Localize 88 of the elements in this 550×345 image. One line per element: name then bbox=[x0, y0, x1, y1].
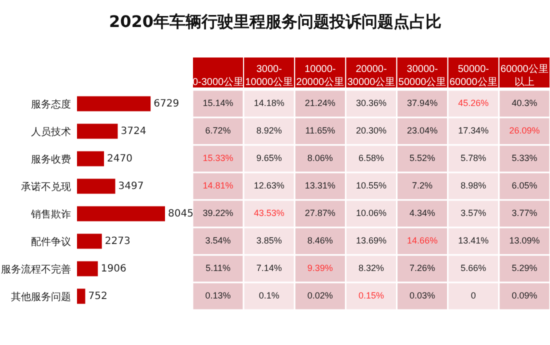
data-label: 0.1% bbox=[258, 290, 280, 300]
y-tick-label: 其他服务问题 bbox=[11, 290, 71, 303]
data-label: 0.13% bbox=[205, 290, 231, 300]
data-label: 3.54% bbox=[205, 236, 231, 246]
data-label: 6729 bbox=[154, 98, 180, 110]
data-label: 6.72% bbox=[205, 126, 231, 136]
data-label: 0.09% bbox=[512, 290, 538, 300]
data-label: 26.09% bbox=[509, 126, 540, 136]
y-tick-label: 销售欺诈 bbox=[30, 208, 71, 220]
data-label: 15.33% bbox=[202, 153, 234, 163]
data-label: 5.11% bbox=[206, 263, 230, 273]
data-label: 8.98% bbox=[460, 180, 486, 190]
data-label: 5.29% bbox=[512, 263, 538, 273]
y-tick-label: 服务收费 bbox=[31, 153, 71, 166]
data-label: 39.22% bbox=[202, 208, 234, 218]
data-label: 10.55% bbox=[356, 180, 387, 190]
data-label: 6.58% bbox=[358, 153, 384, 163]
data-label: 2470 bbox=[107, 153, 132, 164]
data-label: 3.77% bbox=[512, 208, 538, 218]
data-label: 4.34% bbox=[410, 208, 436, 218]
bar bbox=[77, 288, 86, 304]
text: 2020年车辆行驶里程服务问题投诉问题点占比 bbox=[109, 12, 442, 31]
data-label: 8.46% bbox=[307, 236, 333, 246]
y-tick-label: 承诺不兑现 bbox=[21, 180, 71, 193]
data-label: 37.94% bbox=[407, 98, 438, 108]
data-label: 5.52% bbox=[410, 153, 436, 163]
data-label: 14.81% bbox=[202, 180, 234, 190]
data-label: 5.78% bbox=[460, 153, 486, 163]
data-label: 13.09% bbox=[509, 236, 540, 246]
data-label: 43.53% bbox=[254, 208, 284, 218]
data-label: 7.26% bbox=[410, 263, 436, 273]
data-label: 17.34% bbox=[458, 126, 489, 136]
data-label: 3724 bbox=[120, 126, 146, 137]
data-label: 7.2% bbox=[412, 180, 433, 190]
data-label: 13.69% bbox=[356, 236, 387, 246]
x-tick-label: 3000-10000公里 bbox=[245, 64, 294, 88]
data-label: 21.24% bbox=[304, 98, 336, 108]
x-tick-label: 50000-60000公里 bbox=[449, 64, 498, 88]
y-tick-label: 服务态度 bbox=[31, 98, 71, 110]
data-label: 3.85% bbox=[256, 236, 282, 246]
y-tick-label: 人员技术 bbox=[31, 126, 71, 138]
data-label: 2273 bbox=[104, 236, 130, 247]
data-label: 1906 bbox=[100, 263, 126, 274]
data-label: 14.18% bbox=[254, 98, 284, 108]
data-label: 30.36% bbox=[356, 98, 387, 108]
x-tick-label: 20000-30000公里 bbox=[347, 64, 396, 88]
data-label: 0.02% bbox=[307, 290, 333, 300]
data-label: 3.57% bbox=[460, 208, 486, 218]
data-label: 8.06% bbox=[307, 153, 333, 163]
data-label: 20.30% bbox=[356, 126, 387, 136]
data-label: 8.32% bbox=[358, 263, 384, 273]
data-label: 40.3% bbox=[512, 98, 538, 108]
data-label: 6.05% bbox=[512, 180, 538, 190]
y-tick-label: 服务流程不完善 bbox=[1, 263, 71, 276]
x-tick-label: 60000公里以上 bbox=[500, 63, 548, 88]
bar bbox=[77, 178, 116, 194]
data-label: 8045 bbox=[168, 208, 194, 220]
data-label: 752 bbox=[88, 290, 108, 302]
data-label: 13.41% bbox=[458, 236, 489, 246]
data-label: 45.26% bbox=[458, 98, 489, 108]
data-label: 5.66% bbox=[460, 263, 486, 273]
data-label: 3497 bbox=[118, 180, 144, 192]
data-label: 14.66% bbox=[407, 236, 438, 246]
bar bbox=[77, 96, 151, 112]
x-tick-label: 30000-50000公里 bbox=[398, 64, 446, 88]
data-label: 12.63% bbox=[254, 180, 284, 190]
data-label: 9.65% bbox=[256, 153, 282, 163]
y-tick-label: 配件争议 bbox=[31, 236, 71, 248]
data-label: 13.31% bbox=[304, 180, 336, 190]
data-label: 0.15% bbox=[358, 290, 384, 300]
data-label: 5.33% bbox=[512, 153, 538, 163]
bar bbox=[77, 151, 104, 166]
data-label: 15.14% bbox=[202, 98, 234, 108]
data-label: 0 bbox=[470, 290, 476, 300]
bar bbox=[77, 124, 118, 139]
data-label: 9.39% bbox=[307, 263, 333, 273]
data-label: 27.87% bbox=[304, 208, 336, 218]
data-label: 23.04% bbox=[407, 126, 438, 136]
data-label: 11.65% bbox=[305, 126, 336, 136]
data-label: 8.92% bbox=[256, 126, 282, 136]
bar bbox=[77, 261, 98, 276]
data-label: 7.14% bbox=[256, 263, 282, 273]
data-label: 10.06% bbox=[356, 208, 387, 218]
data-label: 0.03% bbox=[410, 290, 436, 300]
x-tick-label: 0-3000公里 bbox=[192, 76, 244, 88]
bar bbox=[77, 206, 165, 222]
bar bbox=[77, 234, 102, 249]
x-tick-label: 10000-20000公里 bbox=[296, 64, 344, 88]
